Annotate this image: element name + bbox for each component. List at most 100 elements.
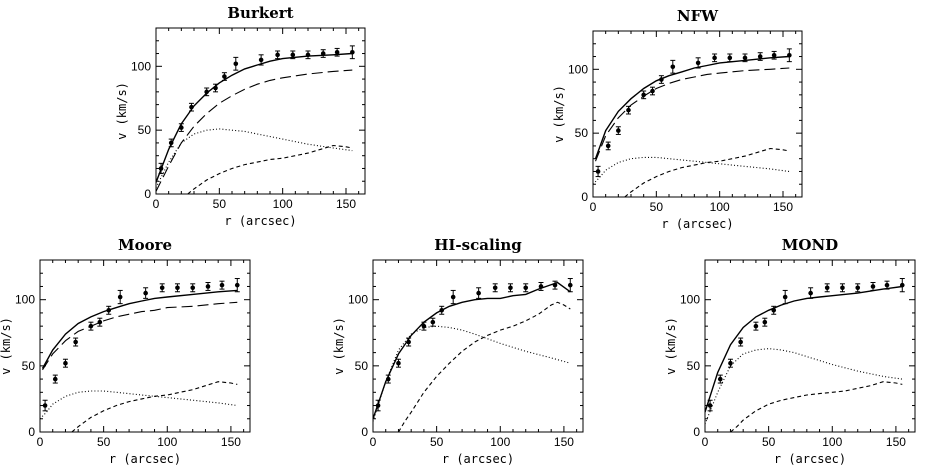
- panel-hi-scaling: 0 50 100 150 0 50 100 r (arcsec) v (km/s) HI-scal…: [332, 236, 584, 466]
- y-axis-label: v (km/s): [552, 85, 566, 143]
- x-tick-label: 150: [221, 435, 241, 449]
- data-point: [168, 138, 174, 148]
- data-point: [190, 283, 196, 293]
- x-tick-label: 50: [762, 435, 776, 449]
- x-axis-label: r (arcsec): [224, 214, 296, 228]
- curve-dotted: [373, 325, 571, 422]
- data-point: [650, 86, 656, 96]
- curve-longdash: [42, 301, 238, 371]
- data-point: [507, 283, 513, 293]
- x-axis-label: r (arcsec): [661, 217, 733, 231]
- plot-frame: [39, 259, 251, 433]
- data-point: [385, 374, 391, 384]
- data-point: [233, 56, 239, 71]
- data-point: [450, 289, 456, 305]
- curve-dotted: [593, 156, 790, 185]
- x-tick-label: 100: [822, 435, 842, 449]
- data-point: [205, 281, 211, 291]
- data-point: [73, 337, 79, 347]
- data-point: [855, 283, 861, 293]
- x-tick-label: 0: [37, 435, 44, 449]
- x-tick-label: 0: [153, 197, 160, 211]
- y-axis-label: v (km/s): [115, 82, 129, 140]
- data-point: [204, 87, 210, 97]
- data-point: [771, 50, 777, 60]
- data-point: [178, 123, 184, 132]
- panel-title: Burkert: [227, 4, 293, 22]
- data-point: [695, 57, 701, 69]
- data-point: [42, 399, 48, 412]
- data-point: [395, 358, 401, 368]
- x-tick-label: 100: [273, 197, 293, 211]
- curve-dashed: [624, 147, 790, 197]
- curve-dashed: [71, 381, 238, 432]
- data-point: [605, 141, 611, 151]
- curve-longdash: [594, 67, 790, 162]
- x-tick-label: 0: [702, 435, 709, 449]
- data-point: [523, 283, 529, 293]
- panel-title: Moore: [118, 236, 172, 254]
- data-point: [305, 50, 311, 60]
- y-tick-label: 0: [693, 425, 700, 439]
- data-point: [492, 283, 498, 293]
- y-tick-label: 50: [355, 359, 369, 373]
- x-tick-label: 100: [710, 200, 730, 214]
- data-point: [290, 50, 296, 60]
- curve-dashed: [398, 301, 571, 432]
- data-point: [552, 280, 558, 290]
- data-point: [320, 49, 326, 58]
- data-point: [97, 317, 103, 327]
- data-point: [234, 278, 240, 293]
- plot-frame: [592, 30, 803, 198]
- x-tick-label: 0: [370, 435, 377, 449]
- panel-moore: 0 50 100 150 0 50 100 r (arcsec) v (km/s) Moore: [0, 236, 251, 466]
- plot-frame: [372, 259, 584, 433]
- data-point: [670, 59, 676, 74]
- data-point: [476, 287, 482, 299]
- y-tick-label: 100: [131, 59, 151, 73]
- curve-dotted: [40, 390, 238, 420]
- x-tick-label: 50: [430, 435, 444, 449]
- curve-solid: [594, 55, 790, 159]
- x-tick-label: 150: [336, 197, 356, 211]
- panel-nfw: 0 50 100 150 0 50 100 r (arcsec) v (km/s) NFW: [552, 7, 803, 231]
- y-tick-label: 0: [361, 425, 368, 439]
- data-point: [275, 50, 281, 60]
- data-point: [430, 317, 436, 327]
- curve-solid: [373, 281, 571, 420]
- panel-mond: 0 50 100 150 0 50 100 r (arcsec) v (km/s) MOND: [664, 236, 916, 466]
- y-tick-label: 0: [581, 190, 588, 204]
- curve-dashed: [730, 381, 903, 432]
- plot-frame: [155, 27, 366, 195]
- panel-burkert: 0 50 100 150 0 50 100 r (arcsec) v (km/s) Burkert: [115, 4, 366, 228]
- data-point: [62, 358, 68, 368]
- data-point: [742, 53, 748, 63]
- x-axis-label: r (arcsec): [109, 452, 181, 466]
- data-point: [174, 283, 180, 293]
- data-point: [757, 52, 763, 61]
- x-tick-label: 150: [773, 200, 793, 214]
- y-tick-label: 50: [575, 126, 589, 140]
- data-point: [717, 374, 723, 384]
- data-point: [106, 305, 112, 315]
- data-point: [771, 305, 777, 315]
- x-axis-label: r (arcsec): [774, 452, 846, 466]
- x-tick-label: 150: [554, 435, 574, 449]
- y-tick-label: 50: [138, 123, 152, 137]
- data-point: [727, 53, 733, 63]
- data-point: [707, 399, 713, 412]
- x-tick-label: 0: [590, 200, 597, 214]
- y-tick-label: 50: [687, 359, 701, 373]
- data-point: [753, 321, 759, 331]
- data-point: [641, 90, 647, 100]
- data-point: [824, 283, 830, 293]
- x-axis-label: r (arcsec): [442, 452, 514, 466]
- data-point: [615, 126, 621, 135]
- y-tick-label: 100: [680, 293, 700, 307]
- panel-title: HI-scaling: [434, 236, 522, 254]
- data-point: [406, 337, 412, 347]
- data-point: [334, 47, 340, 57]
- curve-dotted: [705, 348, 903, 425]
- data-point: [213, 83, 219, 93]
- data-point: [143, 287, 149, 299]
